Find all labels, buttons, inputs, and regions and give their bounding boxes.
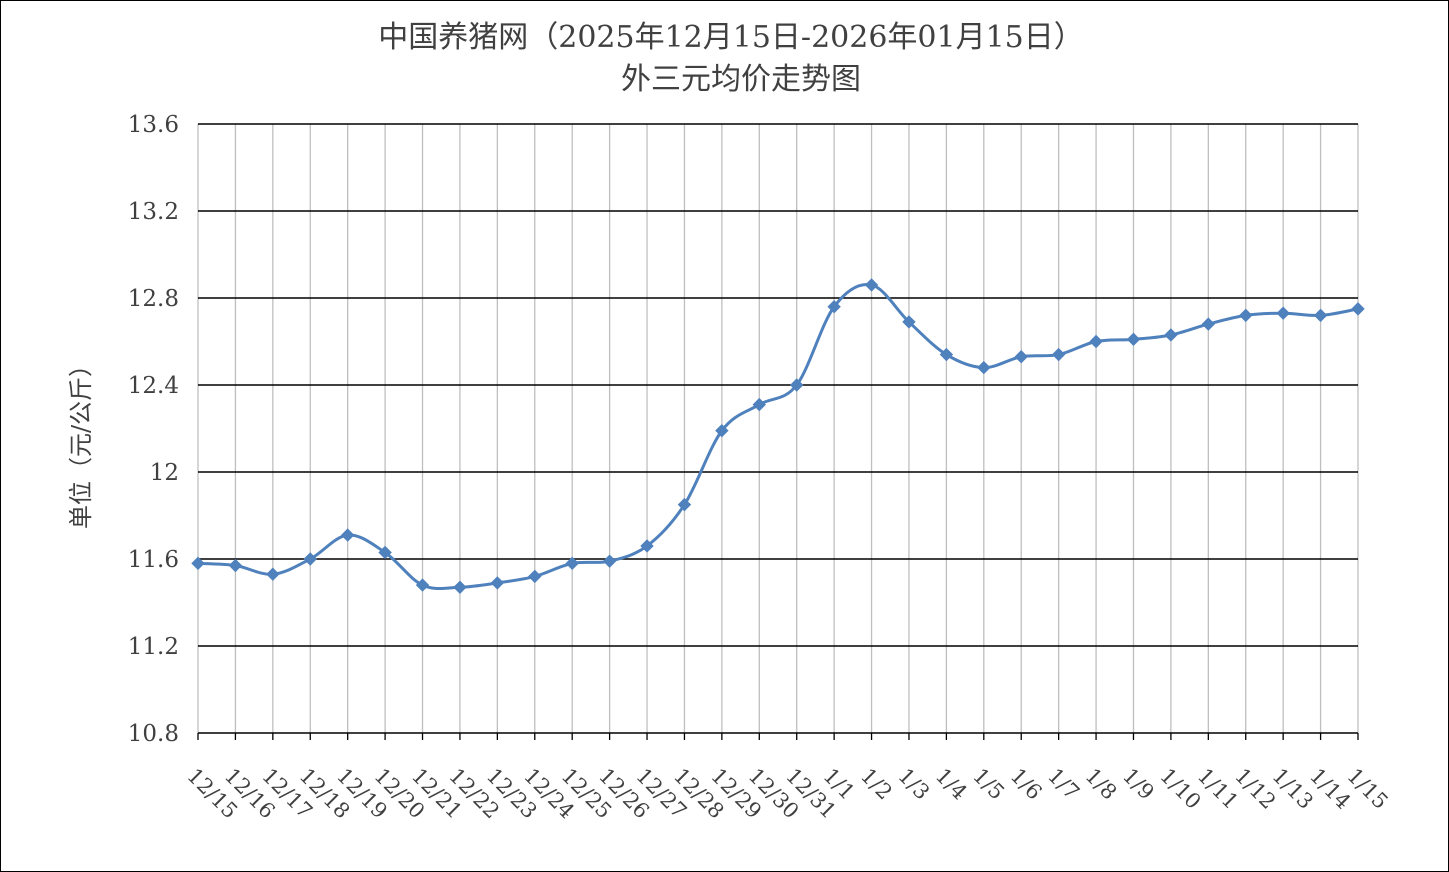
x-tick-label: 1/4 (931, 764, 972, 805)
axes (197, 732, 1359, 740)
data-point (1276, 306, 1290, 320)
x-tick-label: 1/14 (1305, 764, 1355, 814)
price-series (191, 278, 1365, 594)
data-point (752, 397, 766, 412)
data-point (1126, 332, 1141, 347)
data-point (340, 528, 355, 542)
x-tick-label: 1/8 (1081, 764, 1122, 805)
y-tick-label: 11.2 (128, 634, 179, 660)
data-point (228, 558, 243, 573)
data-point (1089, 334, 1103, 349)
chart-title-line1: 中国养猪网（2025年12月15日-2026年01月15日） (378, 20, 1084, 55)
data-point (677, 497, 692, 512)
data-point (378, 545, 392, 560)
data-point (602, 554, 617, 568)
x-tick-label: 1/7 (1043, 764, 1084, 805)
data-point (977, 360, 991, 375)
x-tick-labels: 12/1512/1612/1712/1812/1912/2012/2112/22… (182, 764, 1392, 824)
data-point (1239, 308, 1253, 323)
x-tick-label: 1/3 (893, 764, 934, 805)
y-tick-label: 12 (150, 460, 179, 486)
x-tick-label: 1/13 (1268, 764, 1318, 814)
data-point (790, 378, 804, 392)
data-point (565, 556, 579, 571)
data-point (1313, 308, 1328, 323)
data-point (415, 578, 430, 592)
data-point (640, 539, 654, 553)
data-point (864, 278, 879, 292)
data-point (303, 552, 317, 566)
x-tick-label: 1/9 (1118, 764, 1159, 805)
y-tick-label: 12.4 (128, 373, 179, 399)
data-point (1051, 347, 1066, 362)
x-tick-label: 1/15 (1342, 764, 1392, 814)
data-point (902, 315, 916, 329)
data-point (490, 576, 505, 590)
data-point (191, 556, 205, 571)
x-tick-label: 1/11 (1193, 764, 1243, 814)
data-point (827, 299, 841, 314)
x-tick-label: 1/2 (856, 764, 897, 805)
x-tick-label: 1/12 (1230, 764, 1280, 814)
y-tick-label: 13.2 (128, 199, 179, 225)
series-line (197, 282, 1359, 590)
data-point (1201, 317, 1216, 331)
data-point (939, 347, 954, 362)
data-point (715, 423, 729, 438)
data-point (453, 580, 467, 594)
chart-title-line2: 外三元均价走势图 (621, 62, 861, 97)
y-tick-label: 10.8 (128, 721, 179, 747)
data-point (1014, 350, 1028, 364)
x-tick-label: 1/6 (1006, 764, 1047, 805)
data-point (1351, 302, 1365, 316)
data-point (1164, 328, 1178, 342)
y-tick-label: 12.8 (128, 286, 179, 312)
y-tick-label: 11.6 (128, 547, 179, 573)
x-tick-label: 1/10 (1155, 764, 1205, 814)
y-tick-label: 13.6 (128, 112, 179, 138)
x-tick-label: 1/5 (968, 764, 1009, 805)
y-axis-label: 单位（元/公斤） (67, 353, 95, 529)
data-point (528, 569, 542, 584)
data-point (266, 567, 280, 581)
grid-lines (197, 123, 1359, 733)
y-tick-labels: 13.6 13.2 12.8 12.4 12 11.6 11.2 10.8 (128, 112, 179, 747)
